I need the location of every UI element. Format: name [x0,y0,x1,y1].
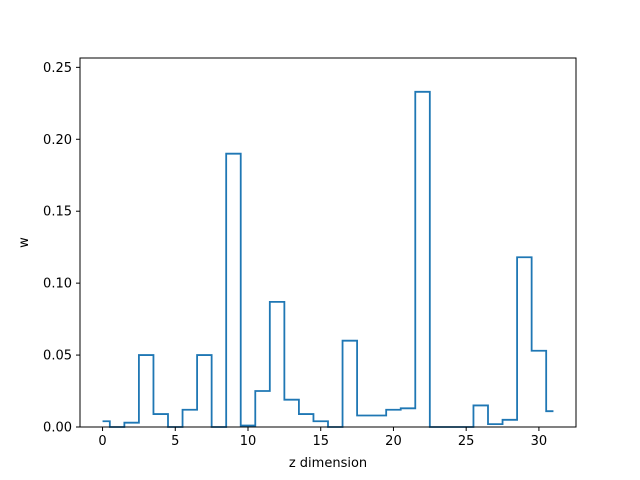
y-tick-label: 0.15 [43,205,72,220]
y-tick-label: 0.10 [43,277,72,292]
x-tick-label: 25 [458,434,475,449]
x-tick-label: 20 [385,434,402,449]
y-axis-ticks: 0.00 0.05 0.10 0.15 0.20 0.25 [43,61,80,436]
x-tick-label: 10 [240,434,257,449]
x-axis-ticks: 0 5 10 15 20 25 30 [98,427,547,449]
axes-frame [79,57,577,428]
y-axis-label: w [17,237,32,248]
x-tick-label: 0 [98,434,106,449]
x-tick-label: 5 [171,434,179,449]
y-tick-label: 0.25 [43,61,72,76]
x-tick-label: 15 [312,434,329,449]
x-tick-label: 30 [531,434,548,449]
y-tick-label: 0.05 [43,349,72,364]
x-axis-label: z dimension [289,456,367,471]
y-tick-label: 0.20 [43,133,72,148]
y-tick-label: 0.00 [43,421,72,436]
